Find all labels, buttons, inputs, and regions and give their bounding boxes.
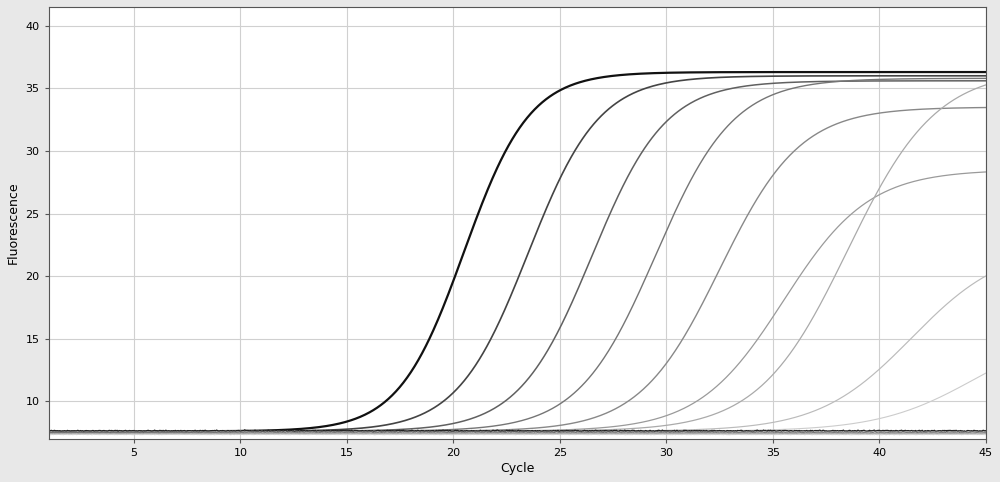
X-axis label: Cycle: Cycle: [500, 462, 535, 475]
Y-axis label: Fluorescence: Fluorescence: [7, 182, 20, 264]
